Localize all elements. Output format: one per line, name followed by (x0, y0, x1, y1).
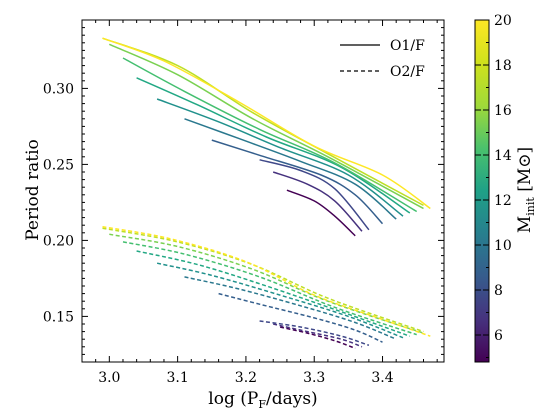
plot-frame (81, 19, 445, 363)
y-tick-label: 0.25 (43, 157, 74, 173)
o2-line-mass-19 (102, 227, 424, 333)
y-tick-label: 0.20 (43, 233, 74, 249)
o1-line-mass-7 (259, 159, 370, 231)
o1-line-mass-17 (108, 43, 424, 210)
colorbar-tick-label: 20 (494, 13, 512, 29)
colorbar-tick-label: 12 (494, 193, 512, 209)
o2-line-mass-15 (122, 241, 417, 336)
colorbar-ticks: 6 8 10 12 14 16 18 20 (475, 13, 512, 358)
colorbar-tick-label: 18 (494, 58, 512, 74)
x-tick-label: 3.2 (235, 370, 257, 386)
x-tick-label: 3.1 (166, 370, 188, 386)
o1-line-mass-9 (211, 139, 384, 225)
colorbar-label: Minit [M⊙] (515, 147, 537, 233)
colorbar-tick-label: 8 (494, 283, 503, 299)
x-tick-label: 3.3 (303, 370, 325, 386)
o2-line-mass-17 (109, 233, 424, 334)
o1-line-mass-19 (102, 37, 424, 207)
o1-line-mass-6 (272, 171, 363, 232)
o2-line-mass-14 (136, 250, 411, 337)
x-tick-label: 3.0 (98, 370, 120, 386)
x-tick-label: 3.4 (371, 370, 393, 386)
y-axis: 0.15 0.20 0.25 0.30 (43, 27, 444, 355)
colorbar-tick-label: 6 (494, 328, 503, 344)
legend-label-o2: O2/F (390, 64, 425, 80)
legend-label-o1: O1/F (390, 38, 425, 54)
o1-line-mass-12 (156, 98, 404, 217)
y-tick-label: 0.15 (43, 309, 74, 325)
x-axis: 3.0 3.1 3.2 3.3 3.4 (95, 20, 438, 386)
legend: O1/F O2/F (340, 38, 425, 80)
o1-line-mass-20 (102, 37, 431, 210)
colorbar-gradient (474, 19, 490, 363)
o1-line-mass-14 (136, 77, 411, 214)
o2-line-mass-20 (102, 225, 431, 337)
colorbar-tick-label: 16 (494, 103, 512, 119)
o2-line-mass-5 (279, 326, 356, 350)
colorbar-tick-label: 10 (494, 238, 512, 254)
y-axis-label: Period ratio (23, 139, 43, 241)
o1-line-mass-11 (184, 118, 397, 220)
x-axis-label: log (PF/days) (208, 389, 317, 411)
o2-line-mass-6 (273, 323, 363, 348)
o1-line-mass-15 (122, 57, 418, 213)
o2-line-mass-9 (218, 292, 383, 343)
o2-line-mass-7 (259, 320, 370, 347)
colorbar-tick-label: 14 (494, 148, 512, 164)
o2-line-mass-12 (156, 262, 404, 339)
series-layer (102, 37, 431, 350)
colorbar: 6 8 10 12 14 16 18 20 Minit [M⊙] (474, 13, 537, 363)
o1-line-mass-5 (286, 189, 356, 237)
o2-line-mass-11 (184, 276, 397, 340)
y-tick-label: 0.30 (43, 81, 74, 97)
